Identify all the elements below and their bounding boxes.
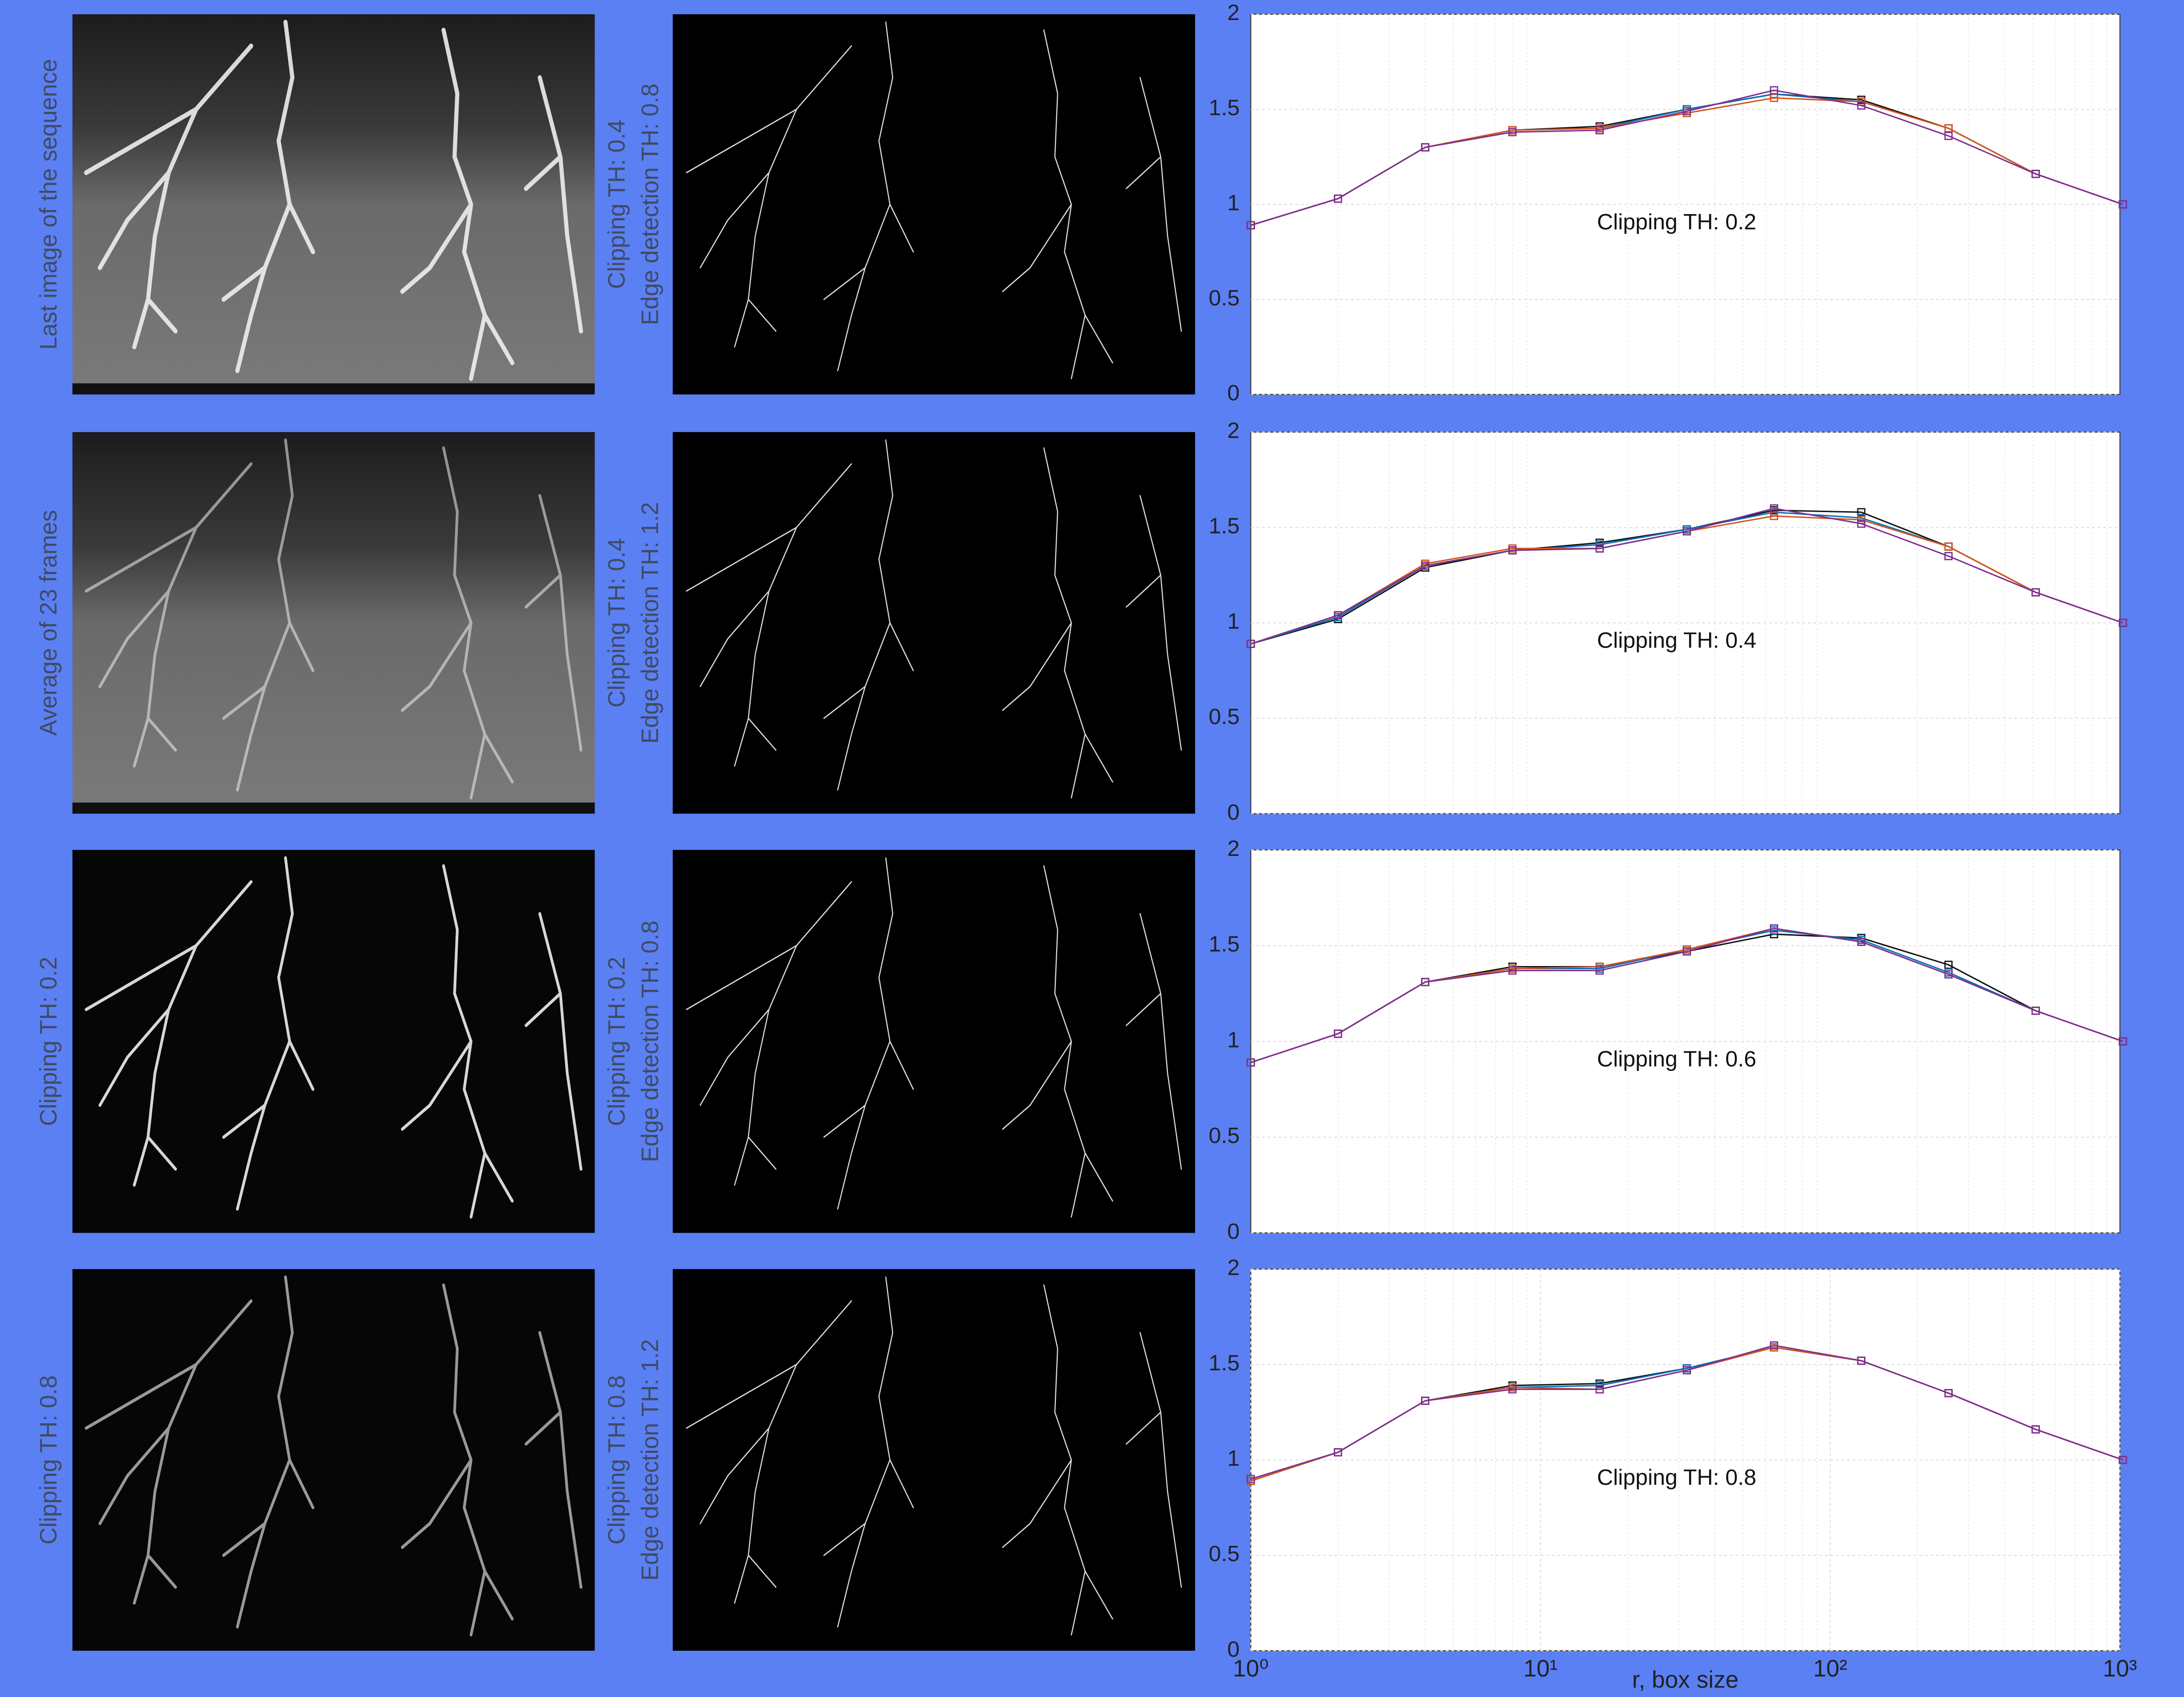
edge-bg — [673, 432, 1195, 813]
y-tick-label: 0 — [1227, 381, 1240, 405]
annotation: Clipping TH: 0.6 — [1597, 1047, 1756, 1071]
y-tick-label: 1 — [1227, 190, 1240, 215]
y-tick-label: 1.5 — [1209, 95, 1240, 120]
y-tick-label: 0.5 — [1209, 704, 1240, 729]
ground — [72, 383, 595, 394]
y-tick-label: 2 — [1227, 836, 1240, 861]
edge-label: Clipping TH: 0.8 — [603, 1375, 630, 1544]
chart: 0 0.5 1 1.5 2 Clipping TH: 0.2 — [1209, 0, 2127, 405]
ground — [72, 802, 595, 813]
edge-image — [673, 14, 1195, 394]
figure: Last image of the sequence Clipping TH: 0… — [0, 0, 2184, 1697]
photo — [72, 850, 595, 1233]
edge-image — [673, 850, 1195, 1233]
y-tick-label: 0.5 — [1209, 285, 1240, 310]
x-axis-label: r, box size — [1632, 1666, 1739, 1693]
annotation: Clipping TH: 0.8 — [1597, 1465, 1756, 1490]
y-tick-label: 2 — [1227, 418, 1240, 442]
annotation: Clipping TH: 0.2 — [1597, 209, 1756, 234]
y-tick-label: 0 — [1227, 1219, 1240, 1244]
image-label: Clipping TH: 0.2 — [35, 957, 62, 1126]
y-tick-label: 2 — [1227, 0, 1240, 25]
image-label: Last image of the sequence — [35, 59, 62, 350]
edge-image — [673, 1269, 1195, 1651]
annotation: Clipping TH: 0.4 — [1597, 628, 1756, 653]
y-tick-label: 1.5 — [1209, 932, 1240, 956]
edge-label: Clipping TH: 0.2 — [603, 957, 630, 1126]
page: { "rows": [ {"image_label": "Last image … — [0, 0, 2184, 1697]
edge-label: Edge detection TH: 1.2 — [637, 1339, 663, 1581]
edge-image — [673, 432, 1195, 813]
x-tick-label: 10² — [1813, 1655, 1847, 1682]
edge-bg — [673, 1269, 1195, 1651]
edge-label: Clipping TH: 0.4 — [603, 120, 630, 289]
photo-bg — [72, 850, 595, 1233]
edge-label: Edge detection TH: 0.8 — [637, 83, 663, 325]
y-tick-label: 2 — [1227, 1255, 1240, 1280]
x-tick-label: 10⁰ — [1233, 1655, 1268, 1682]
photo — [72, 1269, 595, 1651]
y-tick-label: 1.5 — [1209, 514, 1240, 538]
edge-bg — [673, 850, 1195, 1233]
photo — [72, 14, 595, 394]
photo-bg — [72, 14, 595, 394]
photo-bg — [72, 1269, 595, 1651]
image-label: Clipping TH: 0.8 — [35, 1375, 62, 1544]
y-tick-label: 1.5 — [1209, 1350, 1240, 1375]
y-tick-label: 0 — [1227, 800, 1240, 824]
photo-bg — [72, 432, 595, 813]
y-tick-label: 0.5 — [1209, 1123, 1240, 1148]
y-tick-label: 0.5 — [1209, 1541, 1240, 1566]
edge-label: Edge detection TH: 1.2 — [637, 502, 663, 744]
edge-bg — [673, 14, 1195, 394]
edge-label: Edge detection TH: 0.8 — [637, 921, 663, 1162]
y-tick-label: 1 — [1227, 1027, 1240, 1052]
chart: 0 0.5 1 1.5 2 Clipping TH: 0.4 — [1209, 418, 2127, 824]
y-tick-label: 1 — [1227, 609, 1240, 634]
photo — [72, 432, 595, 813]
edge-label: Clipping TH: 0.4 — [603, 538, 630, 708]
x-tick-label: 10¹ — [1524, 1655, 1558, 1682]
chart: 0 0.5 1 1.5 2 Clipping TH: 0.6 — [1209, 836, 2127, 1244]
x-tick-label: 10³ — [2103, 1655, 2137, 1682]
y-tick-label: 1 — [1227, 1446, 1240, 1471]
image-label: Average of 23 frames — [35, 510, 62, 736]
